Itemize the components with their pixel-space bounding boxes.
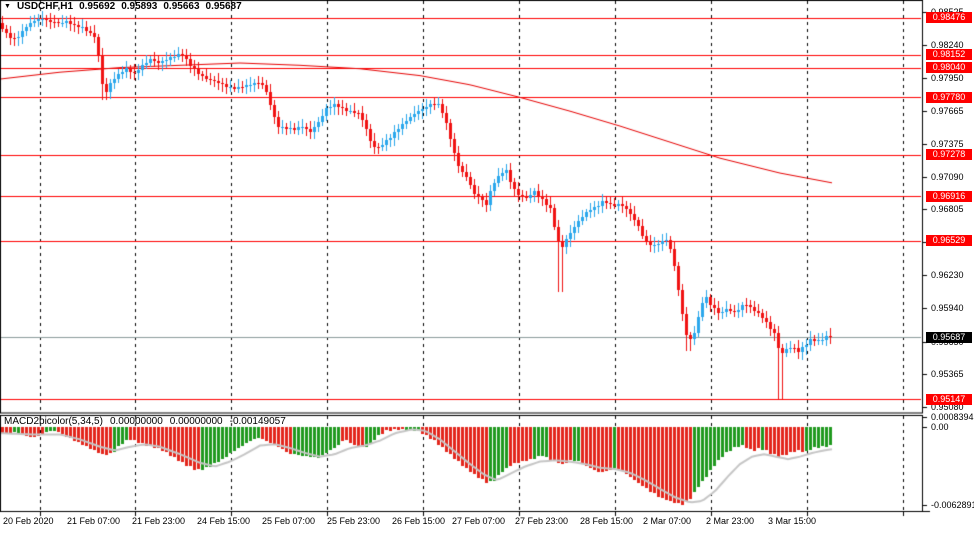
- time-axis-label: 20 Feb 2020: [3, 516, 54, 526]
- price-axis-tick: 0.97375: [931, 138, 964, 149]
- current-price-badge: 0.95687: [926, 331, 972, 343]
- time-axis-label: 27 Feb 23:00: [515, 516, 569, 526]
- price-level-badge: 0.98040: [926, 62, 972, 74]
- time-axis-label: 28 Feb 15:00: [580, 516, 634, 526]
- indicator-value-2: 0.00000000: [169, 416, 223, 427]
- time-axis-label: 2 Mar 23:00: [706, 516, 755, 526]
- price-axis-tick: 0.97950: [931, 72, 964, 83]
- ohlc-open: 0.95692: [79, 1, 116, 12]
- chart-title-bar: ▼ USDCHF,H1 0.95692 0.95893 0.95663 0.95…: [4, 1, 242, 12]
- price-axis-tick: 0.97090: [931, 171, 964, 182]
- time-axis-label: 25 Feb 23:00: [327, 516, 381, 526]
- price-axis-tick: 0.95365: [931, 369, 964, 380]
- symbol-period-label: USDCHF,H1: [16, 1, 74, 12]
- time-axis-label: 3 Mar 15:00: [768, 516, 817, 526]
- price-axis-tick: 0.97665: [931, 105, 964, 116]
- ohlc-high: 0.95893: [121, 1, 158, 12]
- time-axis-label: 24 Feb 15:00: [197, 516, 251, 526]
- price-level-badge: 0.95147: [926, 393, 972, 405]
- price-axis-tick: 0.96230: [931, 270, 964, 281]
- indicator-axis-tick: -0.0062891: [931, 499, 974, 510]
- price-axis-tick: 0.95940: [931, 303, 964, 314]
- indicator-value-1: 0.00000000: [109, 416, 163, 427]
- price-axis-tick: 0.98240: [931, 39, 964, 50]
- price-level-badge: 0.96916: [926, 190, 972, 202]
- time-axis-label: 27 Feb 07:00: [452, 516, 506, 526]
- indicator-label: MACD2bicolor(5,34,5) 0.00000000 0.000000…: [4, 416, 286, 427]
- time-axis-label: 26 Feb 15:00: [392, 516, 446, 526]
- time-axis-label: 21 Feb 23:00: [132, 516, 186, 526]
- time-axis-label: 2 Mar 07:00: [643, 516, 692, 526]
- price-level-badge: 0.97278: [926, 149, 972, 161]
- symbol-dropdown-icon[interactable]: ▼: [4, 2, 11, 10]
- indicator-axis-tick: 0.0008394: [931, 411, 974, 422]
- indicator-value-3: -0.00149057: [229, 416, 286, 427]
- price-level-badge: 0.97780: [926, 91, 972, 103]
- indicator-name: MACD2bicolor(5,34,5): [4, 416, 103, 427]
- ohlc-close: 0.95687: [205, 1, 242, 12]
- time-axis-label: 21 Feb 07:00: [67, 516, 121, 526]
- price-axis-tick: 0.95080: [931, 401, 964, 412]
- indicator-axis-tick: 0.00: [931, 422, 949, 432]
- price-axis-tick: 0.98525: [931, 7, 964, 17]
- price-level-badge: 0.98476: [926, 12, 972, 24]
- price-level-badge: 0.98152: [926, 49, 972, 61]
- ohlc-low: 0.95663: [163, 1, 200, 12]
- time-axis-label: 25 Feb 07:00: [262, 516, 316, 526]
- price-level-badge: 0.96529: [926, 235, 972, 247]
- price-axis-tick: 0.96805: [931, 204, 964, 215]
